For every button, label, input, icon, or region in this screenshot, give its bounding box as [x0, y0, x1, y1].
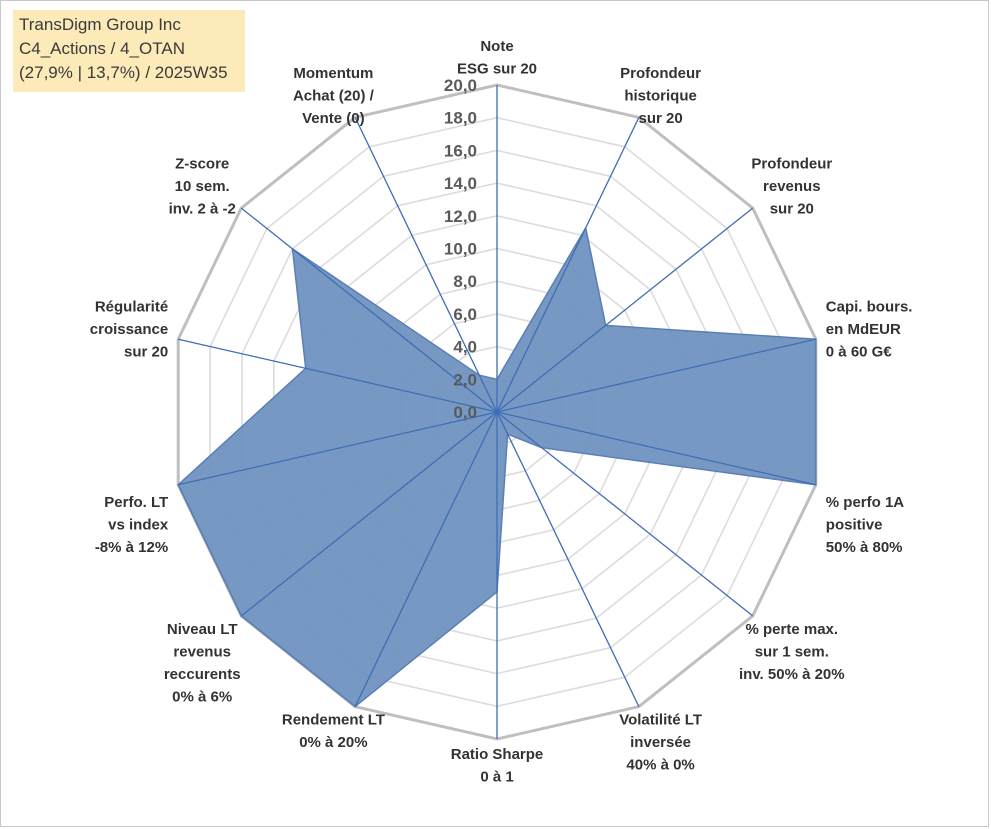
axis-label-line: -8% à 12% — [95, 539, 168, 556]
tick-label-1: 2,0 — [453, 370, 477, 389]
axis-label-line: revenus — [763, 178, 821, 195]
axis-label-line: Momentum — [293, 65, 373, 82]
axis-label-line: croissance — [90, 321, 168, 338]
axis-label-line: Ratio Sharpe — [451, 746, 544, 763]
axis-label-4: % perfo 1A positive 50% à 80% — [826, 494, 905, 556]
axis-label-line: Z-score — [175, 156, 229, 173]
tick-label-3: 6,0 — [453, 305, 477, 324]
radar-spokes — [178, 85, 816, 739]
spoke-10 — [178, 411, 498, 486]
performance-week: (27,9% | 13,7%) / 2025W35 — [19, 63, 228, 82]
tick-label-7: 14,0 — [444, 174, 477, 193]
axis-label-line: vs index — [108, 517, 169, 534]
axis-label-line: inv. 50% à 20% — [739, 666, 845, 683]
axis-label-line: Note — [480, 38, 513, 55]
axis-label-line: sur 20 — [124, 344, 168, 361]
axis-label-line: Achat (20) / — [293, 87, 375, 104]
axis-label-line: ESG sur 20 — [457, 61, 537, 78]
tick-label-8: 16,0 — [444, 141, 477, 160]
spoke-6 — [496, 411, 640, 707]
spoke-11 — [178, 338, 498, 413]
tick-label-10: 20,0 — [444, 76, 477, 95]
tick-label-6: 12,0 — [444, 207, 477, 226]
axis-label-line: Profondeur — [620, 65, 701, 82]
axis-label-line: sur 20 — [770, 201, 814, 218]
axis-label-line: % perfo 1A — [826, 494, 905, 511]
spoke-9 — [240, 411, 498, 617]
axis-label-2: Profondeur revenus sur 20 — [751, 156, 832, 218]
axis-label-line: 0% à 20% — [299, 734, 367, 751]
spoke-12 — [240, 207, 498, 413]
axis-label-line: en MdEUR — [826, 321, 901, 338]
spoke-4 — [496, 411, 816, 486]
tick-label-5: 10,0 — [444, 240, 477, 259]
axis-label-line: 0 à 1 — [480, 769, 513, 786]
axis-label-line: 40% à 0% — [626, 757, 694, 774]
tick-label-0: 0,0 — [453, 403, 477, 422]
spoke-1 — [496, 117, 640, 413]
axis-label-3: Capi. bours. en MdEUR 0 à 60 G€ — [826, 299, 913, 361]
axis-label-line: Profondeur — [751, 156, 832, 173]
axis-label-line: Capi. bours. — [826, 299, 913, 316]
axis-label-6: Volatilité LT inversée 40% à 0% — [619, 712, 702, 774]
tick-label-4: 8,0 — [453, 272, 477, 291]
chart-title-box: TransDigm Group Inc C4_Actions / 4_OTAN … — [13, 10, 245, 92]
axis-label-line: sur 20 — [638, 110, 682, 127]
tick-label-2: 4,0 — [453, 338, 477, 357]
company-name: TransDigm Group Inc — [19, 15, 181, 34]
axis-label-line: sur 1 sem. — [755, 643, 829, 660]
axis-label-1: Profondeur historique sur 20 — [620, 65, 701, 127]
axis-label-line: % perte max. — [746, 621, 839, 638]
axis-label-8: Rendement LT 0% à 20% — [282, 712, 385, 752]
axis-label-line: inv. 2 à -2 — [169, 201, 236, 218]
spoke-2 — [496, 207, 754, 413]
axis-label-line: 10 sem. — [175, 178, 230, 195]
axis-label-line: reccurents — [164, 666, 241, 683]
tick-label-9: 18,0 — [444, 109, 477, 128]
portfolio-name: C4_Actions / 4_OTAN — [19, 39, 185, 58]
axis-label-9: Niveau LT revenus reccurents 0% à 6% — [164, 621, 241, 706]
axis-label-line: Perfo. LT — [104, 494, 168, 511]
radar-tick-labels: 0,0 2,0 4,0 6,0 8,0 10,0 12,0 14,0 16,0 18,0 20,0 — [444, 76, 477, 422]
axis-label-line: 50% à 80% — [826, 539, 903, 556]
radar-axis-labels: Note ESG sur 20 Profondeur historique sur 20… — [90, 38, 913, 786]
axis-label-0: Note ESG sur 20 — [457, 38, 537, 78]
axis-label-11: Régularité croissance sur 20 — [90, 299, 168, 361]
axis-label-7: Ratio Sharpe 0 à 1 — [451, 746, 544, 786]
axis-label-line: 0% à 6% — [172, 688, 232, 705]
axis-label-line: inversée — [630, 734, 691, 751]
axis-label-line: positive — [826, 517, 883, 534]
axis-label-line: Vente (0) — [302, 110, 365, 127]
axis-label-line: Régularité — [95, 299, 168, 316]
spoke-13 — [354, 117, 498, 413]
spoke-8 — [354, 411, 498, 707]
axis-label-line: 0 à 60 G€ — [826, 344, 893, 361]
spoke-3 — [496, 338, 816, 413]
axis-label-line: revenus — [173, 643, 231, 660]
spoke-5 — [496, 411, 754, 617]
axis-label-line: Niveau LT — [167, 621, 238, 638]
axis-label-13: Momentum Achat (20) / Vente (0) — [293, 65, 375, 127]
axis-label-line: Volatilité LT — [619, 712, 702, 729]
axis-label-line: Rendement LT — [282, 712, 385, 729]
axis-label-12: Z-score 10 sem. inv. 2 à -2 — [169, 156, 236, 218]
axis-label-10: Perfo. LT vs index -8% à 12% — [95, 494, 169, 556]
axis-label-5: % perte max. sur 1 sem. inv. 50% à 20% — [739, 621, 845, 683]
axis-label-line: historique — [624, 87, 697, 104]
